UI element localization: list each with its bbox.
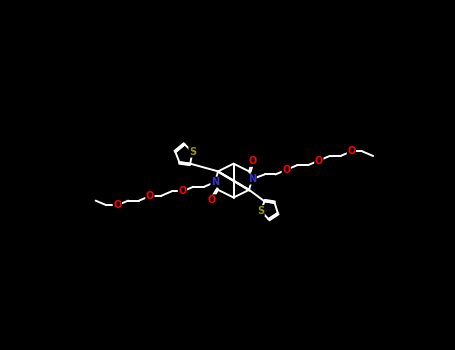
Text: O: O [208, 195, 216, 205]
Text: N: N [248, 174, 256, 184]
Text: O: O [347, 146, 355, 156]
Text: O: O [282, 165, 290, 175]
Text: S: S [257, 206, 264, 216]
Text: O: O [315, 156, 323, 166]
Text: O: O [178, 187, 187, 196]
Text: S: S [189, 147, 196, 157]
Text: O: O [146, 191, 154, 201]
Text: O: O [113, 200, 121, 210]
Text: O: O [248, 156, 256, 166]
Text: N: N [211, 177, 219, 187]
